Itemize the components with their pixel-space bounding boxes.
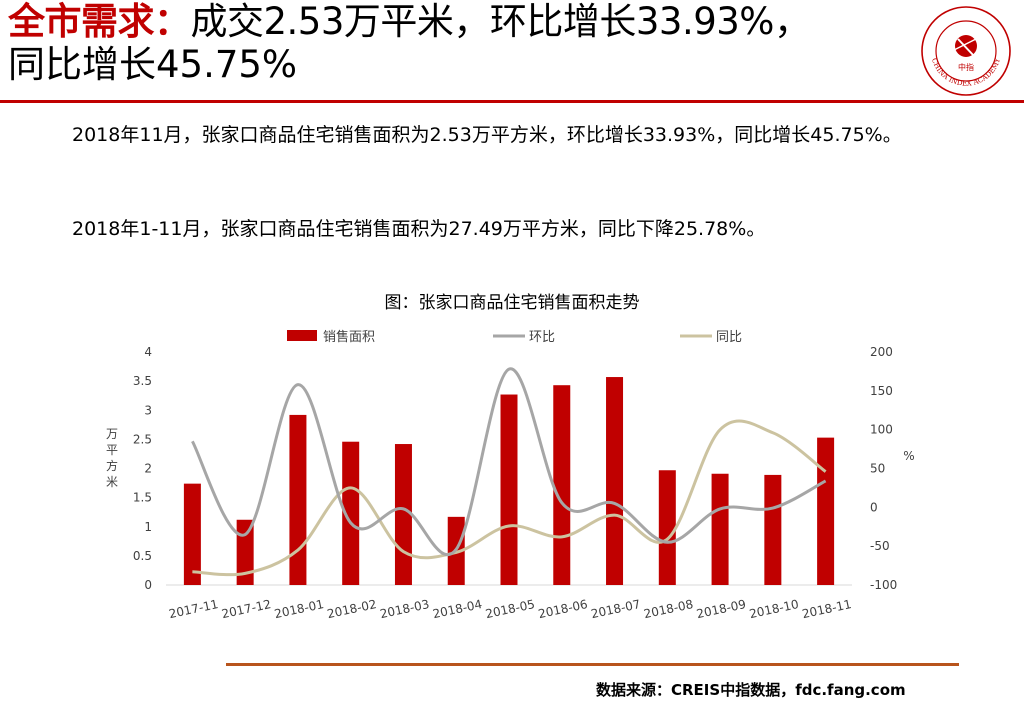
y-tick-label: 0.5 — [133, 549, 152, 563]
x-tick-label: 2018-01 — [273, 597, 325, 621]
y-tick-label: 1.5 — [133, 491, 152, 505]
x-tick-label: 2018-08 — [642, 597, 694, 621]
title-rest: 成交2.53万平米，环比增长33.93%， — [190, 0, 811, 43]
x-tick-label: 2018-06 — [537, 597, 589, 621]
y-tick-label: 4 — [144, 345, 152, 359]
legend-swatch-sales-area — [287, 330, 317, 341]
y-tick-label: 2 — [144, 462, 152, 476]
chart-title: 图：张家口商品住宅销售面积走势 — [384, 293, 640, 313]
y-axis-label-char: 万 — [106, 427, 118, 441]
title-highlight: 全市需求： — [8, 0, 191, 43]
y2-tick-label: -100 — [870, 578, 897, 592]
y-tick-label: 3.5 — [133, 374, 152, 388]
y2-tick-label: 0 — [870, 500, 878, 514]
bar-sales-area — [711, 473, 729, 585]
bar-sales-area — [764, 474, 782, 585]
y-axis-label-char: 方 — [106, 458, 118, 473]
x-tick-label: 2017-11 — [168, 597, 220, 621]
title-line-2: 同比增长45.75% — [8, 43, 298, 86]
y-axis-label-char: 米 — [106, 475, 118, 489]
header-divider — [0, 100, 1024, 103]
y-tick-label: 0 — [144, 578, 152, 592]
y2-tick-label: -50 — [870, 539, 890, 553]
x-tick-label: 2018-11 — [801, 597, 853, 621]
bar-sales-area — [606, 377, 624, 585]
x-tick-label: 2018-10 — [748, 597, 800, 621]
y-tick-label: 3 — [144, 403, 152, 417]
x-tick-label: 2018-07 — [590, 597, 642, 621]
summary-paragraph-1: 2018年11月，张家口商品住宅销售面积为2.53万平方米，环比增长33.93%… — [72, 124, 902, 146]
x-tick-label: 2018-03 — [379, 597, 431, 621]
x-tick-label: 2018-09 — [695, 597, 747, 621]
bar-sales-area — [394, 444, 412, 585]
x-tick-label: 2017-12 — [220, 597, 272, 621]
footer-divider — [226, 663, 959, 666]
x-tick-label: 2018-04 — [431, 597, 483, 621]
bar-sales-area — [817, 437, 835, 585]
seal-emblem — [953, 35, 979, 57]
line-yoy — [192, 419, 827, 577]
china-index-academy-seal: CHINA INDEX ACADEMY 中指 — [921, 6, 1011, 96]
y2-tick-label: 50 — [870, 462, 885, 476]
bar-sales-area — [500, 394, 518, 585]
line-mom — [191, 367, 827, 557]
y-axis-label-char: 平 — [106, 443, 118, 457]
y2-tick-label: 200 — [870, 345, 893, 359]
legend-label: 销售面积 — [323, 329, 375, 345]
legend-label: 同比 — [716, 330, 742, 345]
seal-center-text: 中指 — [958, 62, 974, 72]
x-tick-label: 2018-02 — [326, 597, 378, 621]
page-title: 全市需求：成交2.53万平米，环比增长33.93%， — [8, 0, 908, 44]
data-source: 数据来源：CREIS中指数据，fdc.fang.com — [596, 681, 906, 699]
y2-axis-label: % — [903, 449, 914, 463]
bar-sales-area — [183, 483, 201, 585]
y2-tick-label: 150 — [870, 384, 893, 398]
y-tick-label: 2.5 — [133, 432, 152, 446]
bar-sales-area — [553, 385, 571, 585]
summary-paragraph-2: 2018年1-11月，张家口商品住宅销售面积为27.49万平方米，同比下降25.… — [72, 218, 766, 240]
legend-label: 环比 — [529, 330, 555, 345]
bar-sales-area — [289, 414, 307, 585]
header: 全市需求：成交2.53万平米，环比增长33.93%， 同比增长45.75% — [8, 0, 908, 86]
y-tick-label: 1 — [144, 520, 152, 534]
bar-sales-area — [658, 470, 676, 585]
bar-sales-area — [342, 441, 360, 585]
x-tick-label: 2018-05 — [484, 597, 536, 621]
y2-tick-label: 100 — [870, 423, 893, 437]
